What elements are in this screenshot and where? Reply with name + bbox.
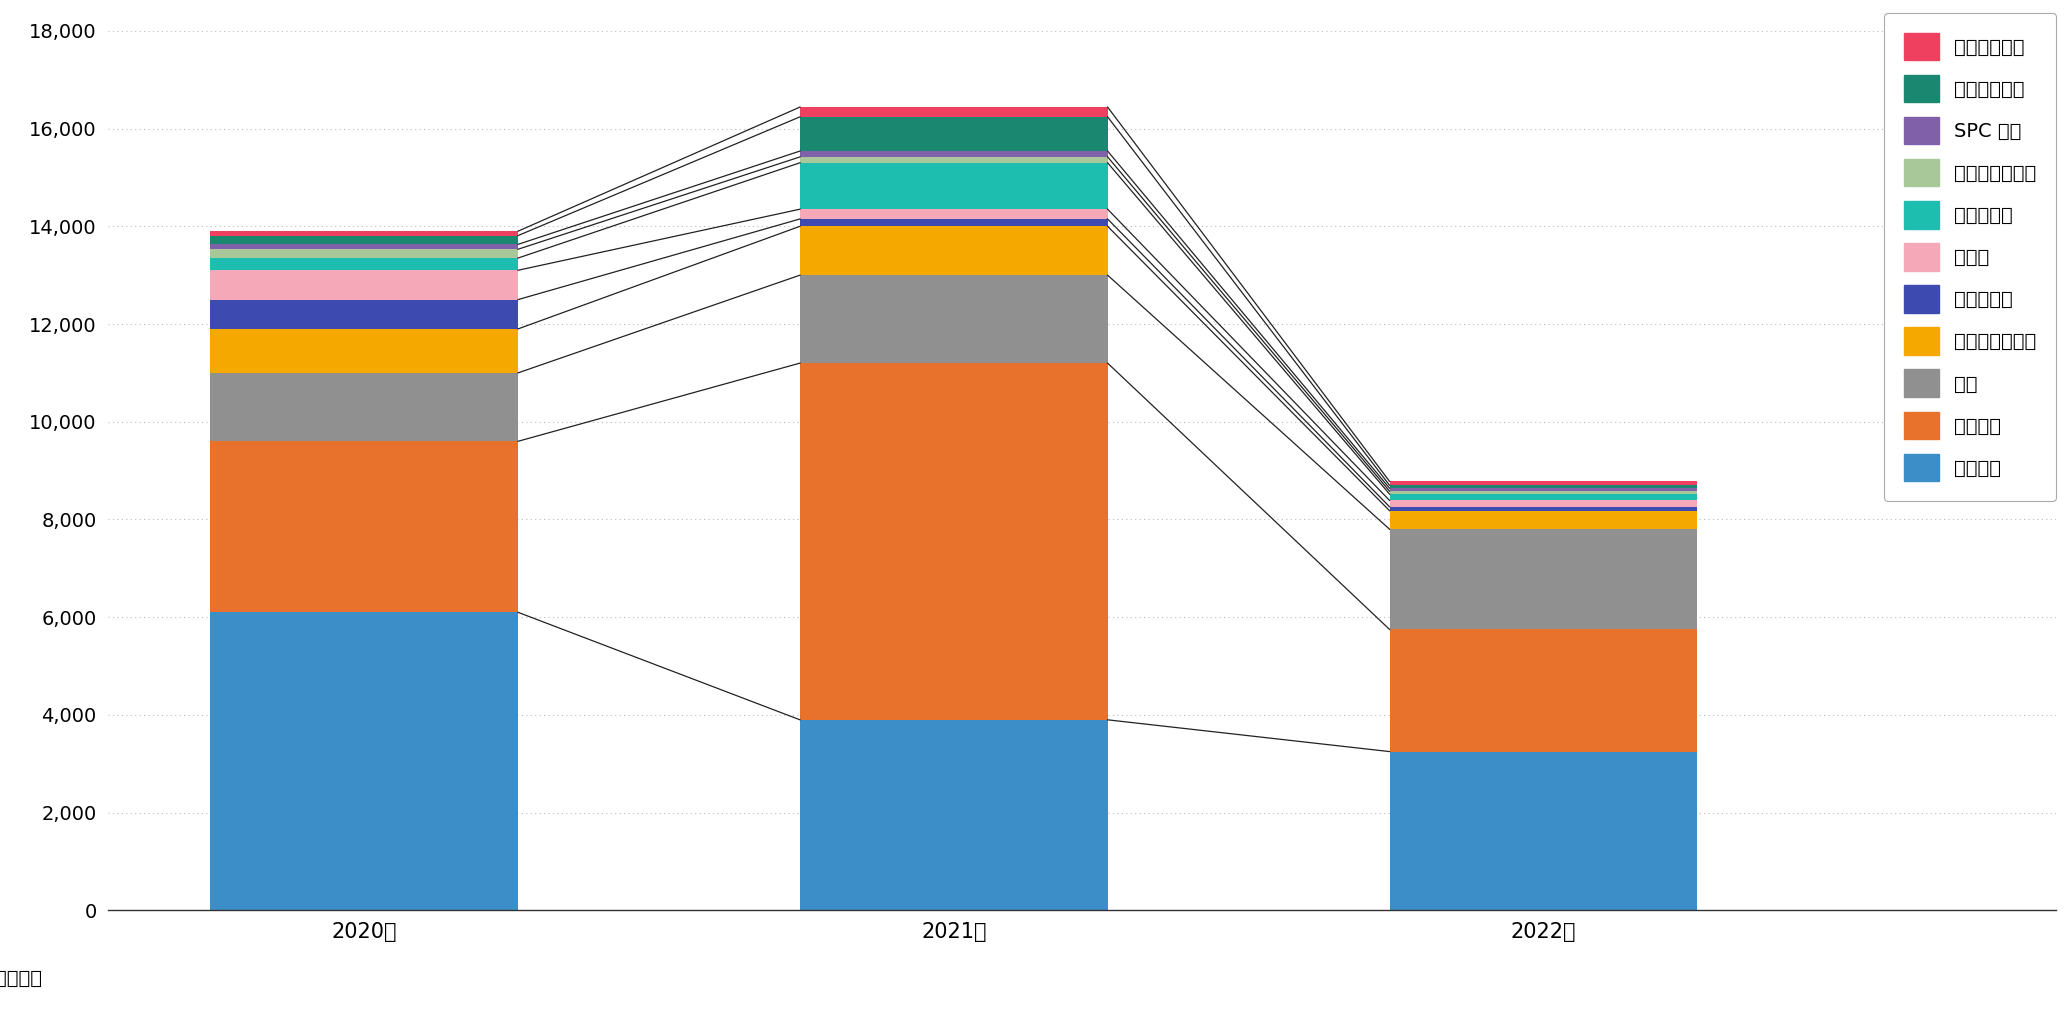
Bar [211,258,518,270]
Bar [211,613,518,911]
Bar [211,373,518,441]
Bar [1390,481,1696,485]
Bar [1390,529,1696,629]
Bar [799,151,1108,157]
Bar [211,249,518,258]
Bar [1390,491,1696,494]
Bar [799,363,1108,720]
Bar [799,157,1108,162]
Bar [799,209,1108,219]
Bar [1390,501,1696,507]
Bar [1390,629,1696,751]
Bar [799,117,1108,151]
Bar [1390,494,1696,501]
Bar [211,270,518,299]
Bar [799,219,1108,226]
Bar [799,226,1108,276]
Bar [1390,507,1696,511]
Bar [799,276,1108,363]
Bar [211,235,518,245]
Bar [799,107,1108,117]
Bar [211,299,518,329]
Bar [211,329,518,373]
Bar [1390,511,1696,529]
Bar [211,231,518,235]
Bar [211,441,518,613]
Bar [1390,485,1696,488]
Bar [799,720,1108,911]
Bar [799,162,1108,209]
Text: （億円）: （億円） [0,969,41,988]
Bar [211,245,518,249]
Bar [1390,751,1696,911]
Legend: インフラ施設, 工場研究施設, SPC 投資, 都市型商業施設, 土地底地権, ホテル, シニア施設, 郊外型商業施設, 住居, オフィス, 物流施設: インフラ施設, 工場研究施設, SPC 投資, 都市型商業施設, 土地底地権, … [1885,13,2057,501]
Bar [1390,488,1696,491]
